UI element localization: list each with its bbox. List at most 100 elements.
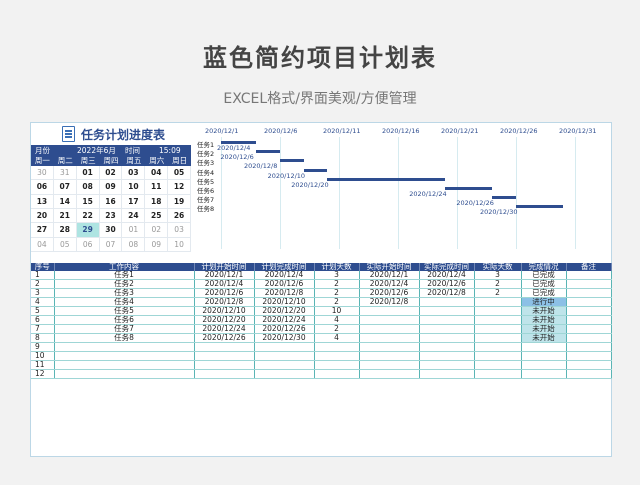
table-cell[interactable]: 7 <box>31 324 55 334</box>
calendar-day[interactable]: 02 <box>99 166 123 181</box>
calendar-day[interactable]: 21 <box>53 208 77 224</box>
table-cell[interactable] <box>54 342 195 352</box>
calendar-day[interactable]: 08 <box>122 237 146 252</box>
table-cell[interactable] <box>566 279 612 289</box>
calendar-day[interactable]: 02 <box>145 223 169 238</box>
table-cell[interactable]: 2 <box>31 279 55 289</box>
table-cell[interactable]: 2 <box>314 324 360 334</box>
calendar-day[interactable]: 23 <box>99 208 123 224</box>
table-cell[interactable]: 2020/12/20 <box>254 306 315 316</box>
table-cell[interactable]: 2 <box>314 288 360 298</box>
table-cell[interactable]: 任务6 <box>54 315 195 325</box>
table-cell[interactable] <box>474 369 522 379</box>
calendar-day[interactable]: 07 <box>99 237 123 252</box>
table-cell[interactable] <box>566 297 612 307</box>
table-cell[interactable] <box>474 360 522 370</box>
calendar-day[interactable]: 24 <box>122 208 146 224</box>
table-cell[interactable]: 已完成 <box>521 271 567 280</box>
table-cell[interactable]: 2020/12/10 <box>194 306 255 316</box>
calendar-day[interactable]: 05 <box>168 166 191 181</box>
calendar-day[interactable]: 10 <box>168 237 191 252</box>
table-cell[interactable]: 2020/12/8 <box>194 297 255 307</box>
calendar-day[interactable]: 06 <box>31 180 54 195</box>
calendar-day[interactable]: 19 <box>168 194 191 209</box>
table-cell[interactable]: 2 <box>314 279 360 289</box>
table-cell[interactable]: 2020/12/4 <box>254 271 315 280</box>
table-cell[interactable] <box>359 360 420 370</box>
table-cell[interactable]: 2020/12/6 <box>194 288 255 298</box>
table-cell[interactable]: 任务5 <box>54 306 195 316</box>
table-cell[interactable] <box>474 297 522 307</box>
table-cell[interactable] <box>419 360 475 370</box>
calendar-day[interactable]: 20 <box>31 208 54 224</box>
table-cell[interactable] <box>474 324 522 334</box>
table-cell[interactable]: 任务2 <box>54 279 195 289</box>
table-cell[interactable] <box>314 351 360 361</box>
calendar-day[interactable]: 01 <box>122 223 146 238</box>
table-cell[interactable] <box>419 351 475 361</box>
calendar-day[interactable]: 03 <box>122 166 146 181</box>
table-cell[interactable]: 5 <box>31 306 55 316</box>
table-cell[interactable] <box>359 324 420 334</box>
table-cell[interactable]: 2020/12/6 <box>359 288 420 298</box>
table-cell[interactable] <box>54 351 195 361</box>
table-cell[interactable]: 任务1 <box>54 271 195 280</box>
table-cell[interactable] <box>419 315 475 325</box>
table-cell[interactable] <box>359 351 420 361</box>
table-cell[interactable] <box>419 333 475 343</box>
table-cell[interactable] <box>521 360 567 370</box>
table-cell[interactable]: 任务4 <box>54 297 195 307</box>
table-cell[interactable]: 2020/12/20 <box>194 315 255 325</box>
table-cell[interactable]: 任务7 <box>54 324 195 334</box>
table-cell[interactable] <box>521 342 567 352</box>
table-cell[interactable]: 3 <box>474 271 522 280</box>
table-cell[interactable]: 2020/12/8 <box>254 288 315 298</box>
calendar-day[interactable]: 30 <box>31 166 54 181</box>
table-cell[interactable]: 8 <box>31 333 55 343</box>
table-cell[interactable]: 2020/12/24 <box>254 315 315 325</box>
table-cell[interactable] <box>194 351 255 361</box>
table-cell[interactable]: 2020/12/8 <box>419 288 475 298</box>
table-cell[interactable] <box>254 360 315 370</box>
table-cell[interactable] <box>521 351 567 361</box>
calendar-day[interactable]: 31 <box>53 166 77 181</box>
table-cell[interactable] <box>194 369 255 379</box>
table-cell[interactable]: 2020/12/26 <box>194 333 255 343</box>
calendar-day[interactable]: 04 <box>145 166 169 181</box>
table-cell[interactable]: 任务3 <box>54 288 195 298</box>
table-cell[interactable] <box>419 306 475 316</box>
table-cell[interactable] <box>566 271 612 280</box>
table-cell[interactable]: 任务8 <box>54 333 195 343</box>
table-cell[interactable]: 4 <box>314 315 360 325</box>
table-cell[interactable] <box>314 369 360 379</box>
table-cell[interactable]: 4 <box>31 297 55 307</box>
table-cell[interactable] <box>474 342 522 352</box>
table-cell[interactable]: 2020/12/26 <box>254 324 315 334</box>
table-cell[interactable] <box>314 342 360 352</box>
table-cell[interactable] <box>474 351 522 361</box>
table-cell[interactable]: 3 <box>31 288 55 298</box>
calendar-day[interactable]: 18 <box>145 194 169 209</box>
table-cell[interactable]: 2020/12/6 <box>419 279 475 289</box>
table-cell[interactable] <box>314 360 360 370</box>
table-cell[interactable] <box>359 306 420 316</box>
table-cell[interactable]: 6 <box>31 315 55 325</box>
table-cell[interactable]: 2020/12/4 <box>419 271 475 280</box>
table-cell[interactable] <box>194 342 255 352</box>
table-cell[interactable]: 11 <box>31 360 55 370</box>
table-cell[interactable] <box>566 306 612 316</box>
table-cell[interactable] <box>254 351 315 361</box>
table-cell[interactable] <box>419 369 475 379</box>
table-cell[interactable] <box>474 315 522 325</box>
table-cell[interactable] <box>566 333 612 343</box>
calendar-day[interactable]: 06 <box>76 237 100 252</box>
calendar-day[interactable]: 05 <box>53 237 77 252</box>
calendar-day[interactable]: 26 <box>168 208 191 224</box>
calendar-day[interactable]: 10 <box>122 180 146 195</box>
table-cell[interactable] <box>254 369 315 379</box>
calendar-day[interactable]: 22 <box>76 208 100 224</box>
table-cell[interactable]: 进行中 <box>521 297 567 307</box>
table-cell[interactable]: 2020/12/8 <box>359 297 420 307</box>
table-cell[interactable]: 2020/12/1 <box>194 271 255 280</box>
calendar-day[interactable]: 17 <box>122 194 146 209</box>
